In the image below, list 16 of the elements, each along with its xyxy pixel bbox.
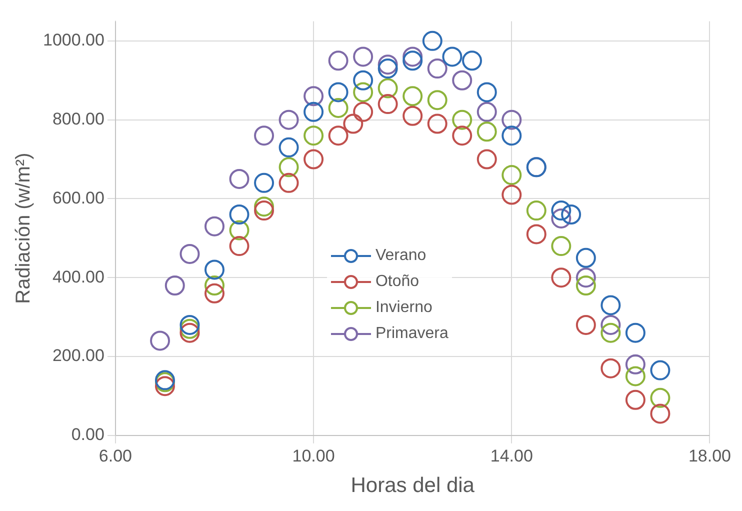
y-tick-label: 400.00 — [52, 267, 104, 286]
x-tick-label: 6.00 — [98, 446, 132, 466]
legend-label: Primavera — [375, 324, 448, 343]
y-tick-label: 0.00 — [71, 425, 104, 444]
y-tick-label: 800.00 — [52, 110, 104, 129]
legend-label: Invierno — [375, 298, 432, 317]
legend-label: Verano — [375, 246, 426, 265]
y-tick-label: 600.00 — [52, 188, 104, 208]
x-tick-label: 14.00 — [490, 446, 533, 466]
legend-label: Otoño — [375, 272, 420, 291]
y-tick-label: 1000.00 — [43, 30, 104, 50]
x-tick-label: 10.00 — [292, 446, 335, 466]
x-axis-title: Horas del dia — [350, 474, 475, 498]
y-axis-title: Radiación (w/m²) — [12, 152, 35, 304]
x-tick-label: 18.00 — [688, 446, 732, 466]
y-tick-label: 200.00 — [52, 346, 104, 366]
